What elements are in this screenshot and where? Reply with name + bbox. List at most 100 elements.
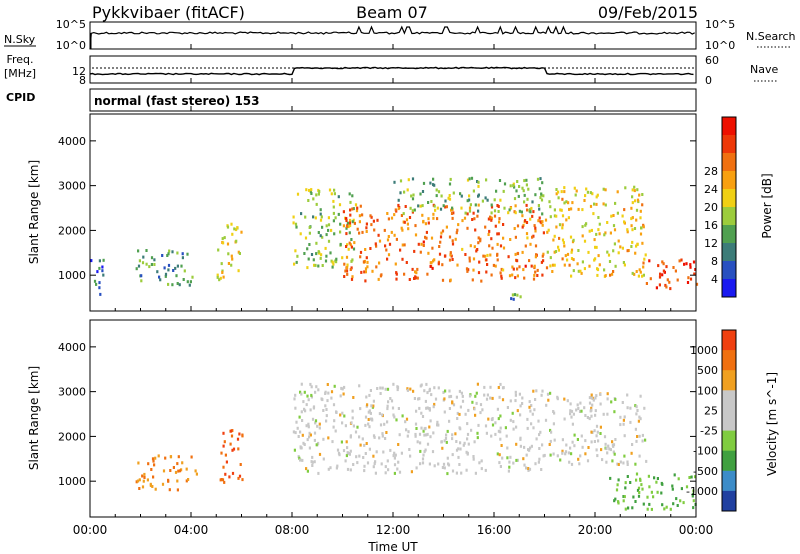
- heatmap-cell: [232, 447, 236, 451]
- heatmap-cell: [176, 251, 179, 255]
- heatmap-cell: [365, 226, 368, 230]
- heatmap-cell: [495, 189, 498, 193]
- heatmap-cell: [221, 478, 225, 482]
- heatmap-cell: [311, 455, 314, 459]
- heatmap-cell: [522, 189, 525, 193]
- heatmap-cell: [352, 207, 355, 211]
- heatmap-cell: [409, 387, 412, 391]
- heatmap-cell: [624, 486, 627, 490]
- heatmap-cell: [467, 268, 470, 272]
- heatmap-cell: [145, 262, 148, 266]
- heatmap-cell: [509, 238, 512, 241]
- heatmap-cell: [506, 456, 509, 460]
- heatmap-cell: [307, 199, 310, 202]
- heatmap-cell: [553, 214, 556, 218]
- heatmap-cell: [327, 239, 331, 243]
- heatmap-cell: [162, 469, 166, 473]
- heatmap-cell: [348, 241, 351, 245]
- heatmap-cell: [577, 249, 580, 252]
- heatmap-cell: [396, 386, 400, 389]
- heatmap-cell: [318, 190, 321, 193]
- heatmap-cell: [391, 406, 395, 410]
- heatmap-cell: [563, 263, 566, 267]
- heatmap-cell: [624, 507, 627, 511]
- heatmap-cell: [319, 208, 322, 212]
- heatmap-cell: [345, 454, 348, 458]
- heatmap-cell: [98, 259, 101, 263]
- colorbar-segment: [722, 410, 736, 431]
- heatmap-cell: [682, 501, 685, 505]
- heatmap-cell: [339, 222, 342, 226]
- heatmap-cell: [514, 399, 517, 403]
- heatmap-cell: [386, 459, 389, 463]
- heatmap-cell: [331, 440, 334, 444]
- heatmap-cell: [568, 460, 571, 464]
- heatmap-cell: [90, 259, 93, 263]
- heatmap-cell: [296, 426, 299, 430]
- heatmap-cell: [317, 471, 320, 475]
- heatmap-cell: [340, 386, 343, 390]
- heatmap-cell: [413, 397, 416, 400]
- heatmap-cell: [649, 277, 652, 281]
- heatmap-cell: [576, 438, 579, 441]
- heatmap-cell: [479, 403, 483, 407]
- heatmap-cell: [346, 446, 349, 450]
- heatmap-cell: [455, 231, 458, 235]
- heatmap-cell: [432, 431, 435, 435]
- heatmap-cell: [561, 223, 564, 227]
- heatmap-cell: [639, 209, 642, 213]
- freq-tick-low: 8: [79, 74, 86, 87]
- heatmap-cell: [474, 228, 477, 232]
- heatmap-cell: [623, 454, 626, 458]
- heatmap-cell: [573, 186, 576, 190]
- heatmap-cell: [222, 444, 225, 448]
- heatmap-cell: [511, 273, 514, 277]
- heatmap-cell: [557, 190, 560, 194]
- heatmap-cell: [638, 268, 641, 272]
- heatmap-cell: [98, 281, 101, 285]
- colorbar-frame: [721, 116, 737, 298]
- heatmap-cell: [502, 189, 505, 193]
- heatmap-cell: [365, 442, 368, 445]
- heatmap-cell: [457, 447, 460, 451]
- heatmap-cell: [430, 236, 434, 240]
- heatmap-cell: [422, 453, 425, 457]
- heatmap-cell: [655, 286, 658, 290]
- heatmap-cell: [631, 188, 634, 192]
- heatmap-cell: [639, 270, 642, 274]
- heatmap-cell: [392, 413, 395, 417]
- heatmap-cell: [610, 214, 613, 218]
- heatmap-cell: [539, 177, 542, 181]
- heatmap-cell: [339, 230, 342, 234]
- heatmap-cell: [345, 255, 349, 259]
- colorbar-tick-label: -100: [693, 445, 718, 458]
- heatmap-cell: [347, 225, 350, 229]
- heatmap-cell: [163, 266, 166, 270]
- heatmap-cell: [460, 391, 463, 395]
- heatmap-cell: [638, 491, 641, 494]
- heatmap-cell: [607, 253, 611, 257]
- heatmap-cell: [619, 415, 622, 419]
- heatmap-cell: [446, 456, 449, 460]
- heatmap-cell: [182, 278, 185, 281]
- heatmap-cell: [305, 403, 308, 407]
- heatmap-cell: [381, 434, 384, 438]
- heatmap-cell: [404, 420, 407, 424]
- heatmap-cell: [478, 461, 481, 465]
- heatmap-cell: [542, 252, 545, 256]
- heatmap-cell: [375, 265, 378, 269]
- heatmap-cell: [293, 397, 296, 401]
- heatmap-cell: [379, 423, 383, 427]
- heatmap-cell: [569, 412, 572, 416]
- heatmap-cell: [689, 265, 692, 269]
- heatmap-cell: [325, 408, 328, 411]
- heatmap-cell: [379, 386, 382, 390]
- heatmap-cell: [459, 192, 462, 196]
- heatmap-cell: [410, 194, 413, 198]
- freq-tick-high: 12: [72, 65, 86, 78]
- heatmap-cell: [154, 487, 157, 491]
- heatmap-cell: [389, 448, 392, 452]
- heatmap-cell: [637, 274, 640, 278]
- heatmap-cell: [428, 425, 431, 429]
- heatmap-cell: [373, 462, 376, 466]
